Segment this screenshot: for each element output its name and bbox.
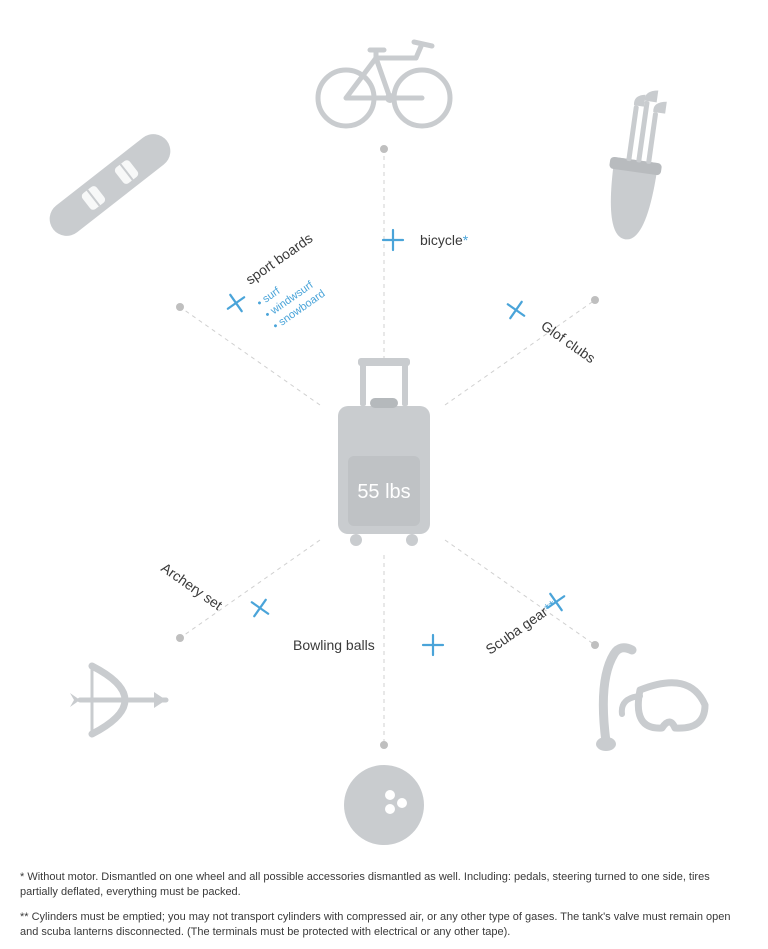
snowboard-icon (43, 127, 177, 242)
label-bowling: Bowling balls (293, 637, 375, 653)
radial-diagram: 55 lbs bicycle* Glof clubs Scuba gear** Bow… (0, 0, 768, 938)
svg-text:sport boards: sport boards (243, 230, 316, 288)
footnotes: * Without motor. Dismantled on one wheel… (20, 870, 748, 949)
golf-clubs-icon (600, 85, 673, 243)
center-weight-label: 55 lbs (357, 481, 410, 503)
svg-text:Archery set: Archery set (158, 559, 225, 613)
suitcase-icon: 55 lbs (338, 358, 430, 546)
label-scuba: Scuba gear** (483, 597, 560, 658)
svg-text:Scuba gear**: Scuba gear** (483, 597, 560, 658)
archery-set-icon (70, 666, 166, 734)
footnote-1: * Without motor. Dismantled on one wheel… (20, 870, 748, 900)
label-boards: sport boards (243, 230, 316, 288)
label-golf: Glof clubs (538, 317, 598, 366)
bowling-ball-icon (344, 765, 424, 845)
svg-text:Glof clubs: Glof clubs (538, 317, 598, 366)
infographic-canvas: 55 lbs bicycle* Glof clubs Scuba gear** Bow… (0, 0, 768, 938)
suitcase-center: 55 lbs (338, 358, 430, 546)
label-archery: Archery set (158, 559, 225, 613)
label-bicycle: bicycle* (420, 232, 469, 248)
svg-text:Bowling balls: Bowling balls (293, 637, 375, 653)
bicycle-icon (318, 42, 450, 126)
scuba-gear-icon (596, 648, 705, 751)
svg-text:bicycle*: bicycle* (420, 232, 469, 248)
footnote-2: ** Cylinders must be emptied; you may no… (20, 910, 748, 940)
